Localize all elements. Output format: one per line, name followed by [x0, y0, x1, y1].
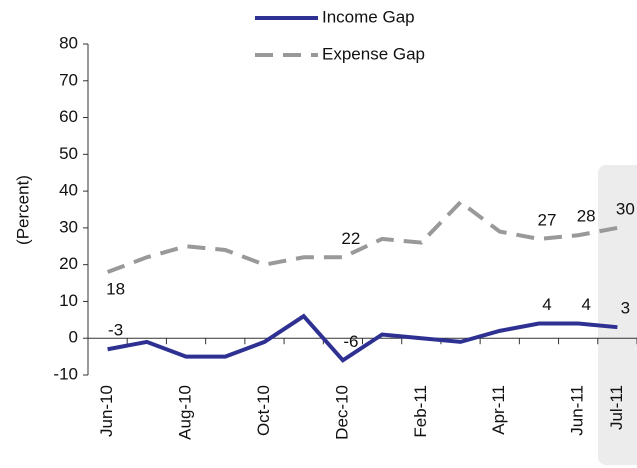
y-tick-label: 70: [59, 70, 78, 89]
data-label: 30: [616, 199, 635, 218]
y-tick-label: 40: [59, 181, 78, 200]
x-tick-label: Dec-10: [332, 385, 351, 440]
highlight-band: [598, 165, 637, 465]
data-label: -6: [343, 332, 358, 351]
x-tick-label: Jun-11: [568, 385, 587, 436]
data-label: -3: [108, 321, 123, 340]
y-tick-label: 50: [59, 144, 78, 163]
data-label: 4: [542, 295, 551, 314]
y-tick-label: 60: [59, 107, 78, 126]
data-label: 27: [538, 210, 557, 229]
data-label: 4: [581, 295, 590, 314]
y-axis-label: (Percent): [13, 175, 32, 245]
legend-label: Expense Gap: [322, 44, 425, 63]
data-label: 22: [341, 229, 360, 248]
x-tick-label: Feb-11: [411, 385, 430, 438]
data-label: 3: [621, 299, 630, 318]
x-tick-label: Aug-10: [176, 385, 195, 440]
x-tick-label: Jun-10: [97, 385, 116, 437]
x-tick-label: Oct-10: [254, 385, 273, 436]
series-line: [107, 313, 618, 363]
data-label: 18: [106, 280, 125, 299]
legend-label: Income Gap: [322, 7, 415, 26]
y-tick-label: 80: [59, 33, 78, 52]
x-tick-label: Jul-11: [607, 385, 626, 430]
y-tick-label: 20: [59, 254, 78, 273]
y-tick-label: 30: [59, 217, 78, 236]
y-tick-label: -10: [53, 364, 78, 383]
y-tick-label: 0: [69, 328, 78, 347]
series-line: [106, 199, 618, 274]
y-tick-label: 10: [59, 291, 78, 310]
x-tick-label: Apr-11: [489, 385, 508, 435]
data-label: 28: [577, 207, 596, 226]
